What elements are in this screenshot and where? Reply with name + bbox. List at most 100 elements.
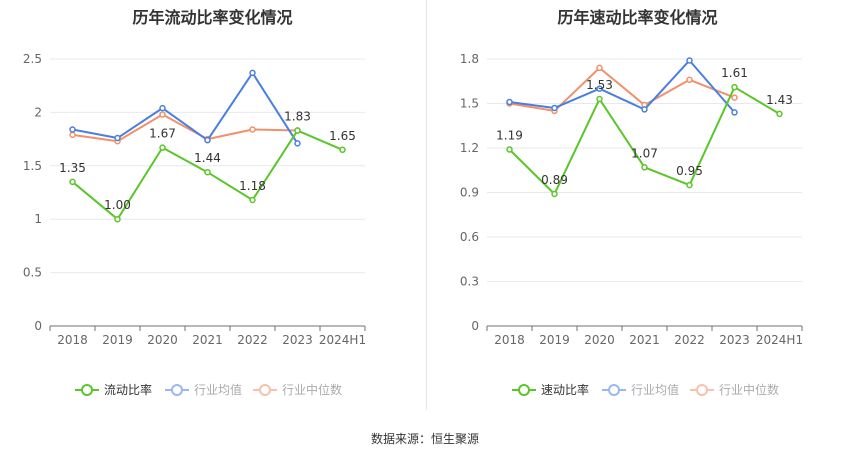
- x-tick-label: 2024H1: [756, 333, 803, 347]
- data-point-avg: [204, 136, 211, 144]
- data-point-median: [249, 126, 256, 133]
- data-point-company: [641, 164, 648, 171]
- y-tick-label: 0: [34, 319, 42, 333]
- data-label: 1.65: [329, 129, 356, 143]
- data-point-avg: [641, 106, 648, 113]
- legend-marker: [81, 384, 93, 396]
- data-label: 0.95: [676, 164, 703, 178]
- x-tick-label: 2018: [57, 333, 88, 347]
- data-point-avg: [506, 98, 513, 106]
- x-tick-label: 2019: [539, 333, 570, 347]
- data-point-avg: [159, 104, 166, 112]
- legend-label: 行业中位数: [719, 382, 779, 397]
- y-tick-label: 1.2: [460, 141, 479, 155]
- legend-item: 行业中位数: [690, 382, 779, 397]
- chart-title: 历年速动比率变化情况: [557, 8, 718, 27]
- data-point-median: [69, 131, 76, 139]
- y-tick-label: 0.9: [460, 186, 479, 200]
- data-label: 1.61: [721, 66, 748, 80]
- data-point-median: [159, 111, 166, 118]
- x-tick-label: 2022: [674, 333, 705, 347]
- quick-ratio-chart: 历年速动比率变化情况 0 0.3 0.6 0.9 1.2 1.5 1.8 2018 2019 20…: [425, 0, 850, 415]
- legend-marker: [518, 384, 530, 396]
- data-point-company: [506, 146, 513, 153]
- data-label: 1.67: [149, 127, 176, 141]
- legend-marker: [171, 384, 183, 396]
- y-tick-label: 1: [34, 212, 42, 226]
- data-point-avg: [731, 109, 738, 116]
- legend-item: 流动比率: [75, 382, 152, 397]
- data-point-company: [551, 190, 558, 198]
- data-label: 1.44: [194, 151, 221, 165]
- x-tick-label: 2023: [282, 333, 313, 347]
- data-point-company: [339, 146, 346, 154]
- y-tick-label: 0.5: [23, 266, 42, 280]
- legend-label: 流动比率: [104, 382, 152, 397]
- legend-item: 行业均值: [165, 382, 242, 397]
- data-point-avg: [551, 104, 558, 112]
- y-tick-label: 1.5: [23, 159, 42, 173]
- data-point-company: [204, 168, 211, 176]
- data-point-company: [114, 215, 121, 223]
- data-point-company: [159, 144, 166, 151]
- y-tick-label: 0.6: [460, 230, 479, 244]
- data-label: 1.83: [284, 110, 311, 124]
- legend-label: 速动比率: [541, 382, 589, 397]
- x-tick-label: 2021: [192, 333, 223, 347]
- data-point-company: [596, 95, 603, 103]
- data-point-avg: [69, 126, 76, 133]
- current-ratio-chart: 历年流动比率变化情况 0 0.5 1 1.5 2 2.5 2018 2019 2020 2021 2…: [0, 0, 425, 415]
- y-tick-label: 2.5: [23, 52, 42, 66]
- data-point-company: [249, 196, 256, 204]
- data-point-avg: [686, 57, 693, 64]
- panel-divider: [426, 0, 427, 410]
- data-label: 1.35: [59, 161, 86, 175]
- current-ratio-plot: 0 0.5 1 1.5 2 2.5 2018 2019 2020 2021 2022 2023 2024…: [23, 52, 366, 397]
- data-point-avg: [249, 69, 256, 77]
- x-tick-label: 2020: [147, 333, 178, 347]
- series-line-avg: [509, 59, 736, 114]
- data-point-company: [731, 83, 738, 91]
- data-point-company: [69, 178, 76, 186]
- data-label: 1.19: [496, 128, 523, 142]
- y-tick-label: 1.8: [460, 52, 479, 66]
- legend-marker: [696, 384, 708, 396]
- y-tick-label: 0: [471, 319, 479, 333]
- x-tick-label: 2018: [494, 333, 525, 347]
- legend-item: 行业均值: [602, 382, 679, 397]
- legend-item: 速动比率: [512, 382, 589, 397]
- legend-item: 行业中位数: [253, 382, 342, 397]
- data-label: 1.43: [766, 93, 793, 107]
- series-line-avg: [72, 71, 299, 144]
- x-tick-label: 2023: [719, 333, 750, 347]
- data-label: 1.18: [239, 179, 266, 193]
- data-point-company: [776, 110, 783, 118]
- legend-label: 行业均值: [194, 382, 242, 397]
- data-point-avg: [294, 140, 301, 147]
- x-tick-label: 2024H1: [319, 333, 366, 347]
- series-line-median: [509, 66, 735, 112]
- data-label: 0.89: [541, 173, 568, 187]
- legend-marker: [608, 384, 620, 396]
- legend-label: 行业中位数: [282, 382, 342, 397]
- data-point-avg: [114, 134, 121, 142]
- x-tick-label: 2020: [584, 333, 615, 347]
- quick-ratio-plot: 0 0.3 0.6 0.9 1.2 1.5 1.8 2018 2019 2020 2021 2022 2…: [460, 52, 803, 397]
- y-tick-label: 0.3: [460, 275, 479, 289]
- y-tick-label: 2: [34, 105, 42, 119]
- data-point-median: [686, 76, 693, 84]
- chart-title: 历年流动比率变化情况: [132, 8, 293, 27]
- y-tick-label: 1.5: [460, 97, 479, 111]
- data-point-avg: [596, 85, 603, 92]
- data-source: 数据来源：恒生聚源: [370, 432, 479, 446]
- data-point-company: [294, 127, 301, 134]
- data-label: 1.07: [631, 146, 658, 160]
- data-point-median: [731, 94, 738, 101]
- data-label: 1.00: [104, 198, 131, 212]
- series-line-median: [72, 113, 298, 143]
- x-tick-label: 2021: [629, 333, 660, 347]
- data-label: 1.53: [586, 78, 613, 92]
- data-point-median: [596, 64, 603, 72]
- data-point-company: [686, 181, 693, 189]
- x-tick-label: 2019: [102, 333, 133, 347]
